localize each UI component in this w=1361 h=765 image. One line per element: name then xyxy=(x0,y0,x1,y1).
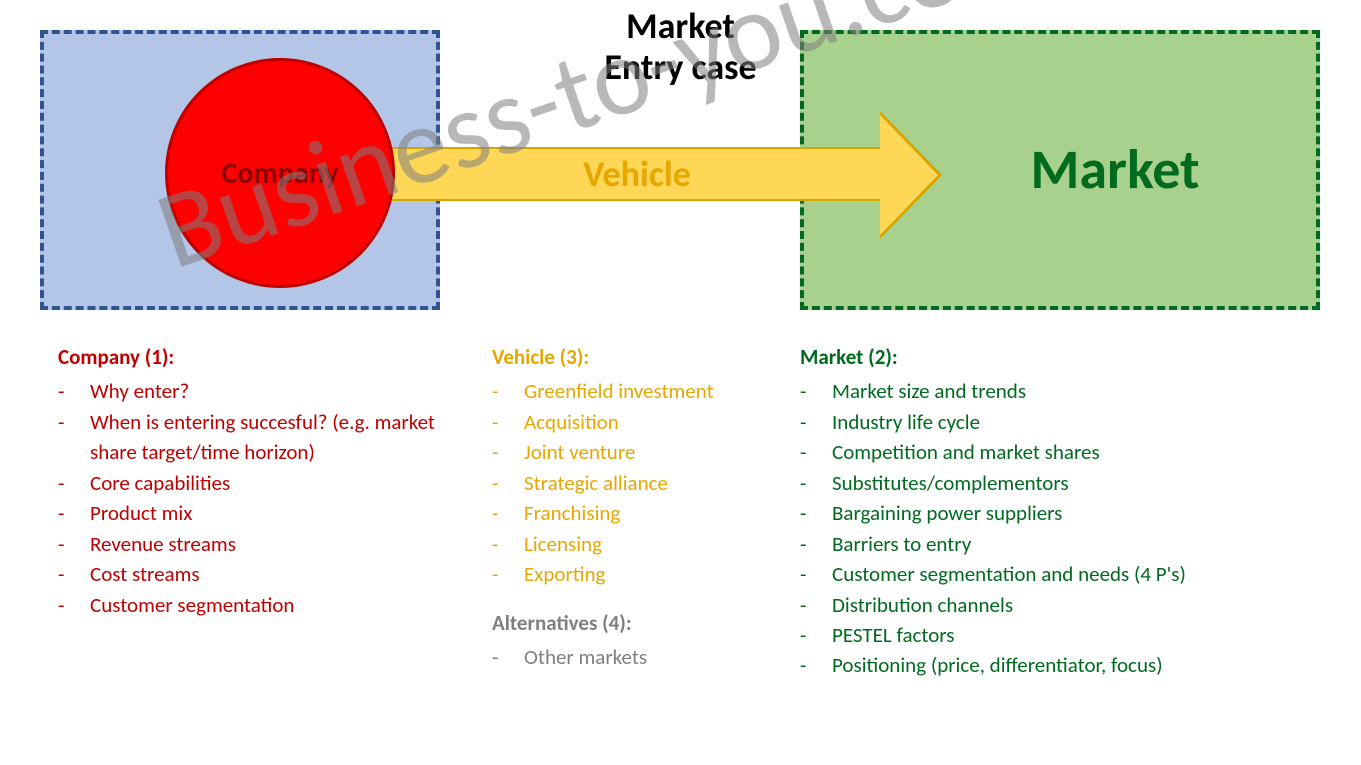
section-company-heading: Company (1): xyxy=(58,342,468,372)
list-item: When is entering succesful? (e.g. market… xyxy=(58,407,468,468)
list-item: PESTEL factors xyxy=(800,620,1350,650)
list-item: Competition and market shares xyxy=(800,437,1350,467)
list-item: Franchising xyxy=(492,498,792,528)
list-item: Cost streams xyxy=(58,559,468,589)
list-item: Licensing xyxy=(492,529,792,559)
list-item: Industry life cycle xyxy=(800,407,1350,437)
section-alternatives-heading: Alternatives (4): xyxy=(492,608,792,638)
company-label: Company xyxy=(221,155,338,192)
list-item: Greenfield investment xyxy=(492,376,792,406)
list-item: Exporting xyxy=(492,559,792,589)
list-item: Strategic alliance xyxy=(492,468,792,498)
section-vehicle: Vehicle (3): Greenfield investmentAcquis… xyxy=(492,342,792,590)
section-market: Market (2): Market size and trendsIndust… xyxy=(800,342,1350,681)
list-item: Joint venture xyxy=(492,437,792,467)
vehicle-arrow-shaft: Vehicle xyxy=(392,147,882,201)
list-item: Product mix xyxy=(58,498,468,528)
list-item: Other markets xyxy=(492,642,792,672)
section-vehicle-list: Greenfield investmentAcquisitionJoint ve… xyxy=(492,376,792,589)
section-market-list: Market size and trendsIndustry life cycl… xyxy=(800,376,1350,680)
vehicle-label: Vehicle xyxy=(583,152,691,196)
section-company: Company (1): Why enter?When is entering … xyxy=(58,342,468,620)
list-item: Substitutes/complementors xyxy=(800,468,1350,498)
list-item: Bargaining power suppliers xyxy=(800,498,1350,528)
company-circle: Company xyxy=(165,58,395,288)
market-label: Market xyxy=(1030,136,1199,204)
list-item: Barriers to entry xyxy=(800,529,1350,559)
section-alternatives: Alternatives (4): Other markets xyxy=(492,608,792,673)
title-line1: Market xyxy=(626,4,735,48)
list-item: Why enter? xyxy=(58,376,468,406)
vehicle-arrow-head xyxy=(880,115,938,235)
list-item: Core capabilities xyxy=(58,468,468,498)
list-item: Distribution channels xyxy=(800,590,1350,620)
section-vehicle-heading: Vehicle (3): xyxy=(492,342,792,372)
title-line2: Entry case xyxy=(604,45,756,89)
list-item: Customer segmentation xyxy=(58,590,468,620)
section-alternatives-list: Other markets xyxy=(492,642,792,672)
section-company-list: Why enter?When is entering succesful? (e… xyxy=(58,376,468,620)
list-item: Revenue streams xyxy=(58,529,468,559)
list-item: Market size and trends xyxy=(800,376,1350,406)
list-item: Customer segmentation and needs (4 P's) xyxy=(800,559,1350,589)
list-item: Acquisition xyxy=(492,407,792,437)
section-market-heading: Market (2): xyxy=(800,342,1350,372)
list-item: Positioning (price, differentiator, focu… xyxy=(800,650,1350,680)
